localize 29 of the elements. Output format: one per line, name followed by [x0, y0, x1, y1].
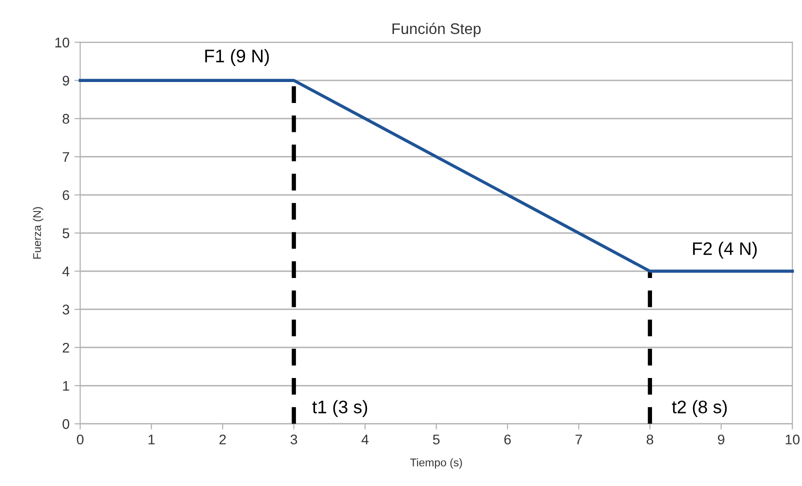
x-tick-label: 1 [148, 434, 155, 444]
x-tick-label: 2 [219, 434, 226, 444]
y-tick-label: 10 [55, 38, 70, 48]
y-tick-label: 1 [63, 381, 70, 391]
y-tick-label: 6 [62, 190, 70, 200]
annotation: t1 (3 s) [312, 400, 368, 417]
x-tick-label: 9 [718, 434, 724, 444]
x-tick-label: 6 [504, 434, 511, 444]
y-tick-label: 8 [62, 114, 70, 124]
x-tick-label: 10 [786, 434, 800, 444]
y-tick-label: 3 [62, 304, 70, 315]
y-tick-label: 2 [62, 342, 70, 353]
x-tick-label: 7 [576, 434, 582, 444]
x-tick-label: 8 [646, 434, 654, 444]
x-tick-label: 3 [290, 434, 298, 444]
x-tick-label: 4 [362, 434, 369, 444]
x-axis-title: Tiempo (s) [410, 458, 462, 469]
chart-title: Función Step [392, 22, 481, 38]
annotation: F1 (9 N) [205, 49, 269, 66]
y-tick-label: 0 [62, 419, 70, 429]
x-tick-label: 0 [76, 434, 84, 444]
y-tick-label: 9 [62, 76, 70, 86]
annotation: t2 (8 s) [672, 400, 727, 417]
y-tick-label: 7 [62, 152, 70, 162]
y-axis-title: Fuerza (N) [32, 207, 44, 259]
annotation: F2 (4 N) [693, 242, 757, 259]
y-tick-label: 5 [62, 228, 70, 238]
y-tick-label: 4 [62, 266, 70, 276]
x-tick-label: 5 [432, 434, 440, 444]
